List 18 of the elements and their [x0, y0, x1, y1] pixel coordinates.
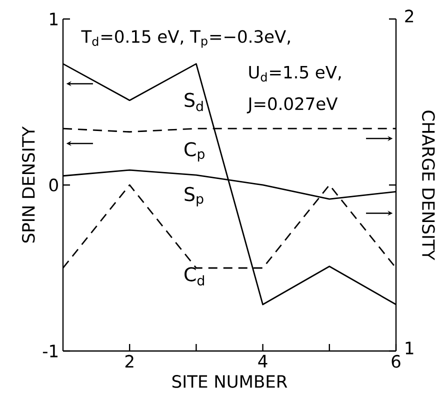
- annotation: U$_{d}$=1.5 eV,: [249, 66, 341, 82]
- series-label: S$_{p}$: [184, 186, 204, 206]
- x-tick-label: 4: [258, 354, 268, 368]
- series-label: C$_{d}$: [184, 267, 204, 286]
- y2-axis-title: CHARGE DENSITY: [422, 110, 435, 260]
- annotation: J=0.027eV: [246, 97, 338, 114]
- series-label: C$_{p}$: [184, 142, 204, 162]
- x-tick-label: 6: [392, 354, 400, 368]
- y-tick-label: 1: [50, 12, 58, 26]
- y-tick-label: 0: [49, 178, 58, 192]
- x-axis-title: SITE NUMBER: [172, 375, 288, 388]
- y-axis-title: SPIN DENSITY: [22, 126, 35, 243]
- x-tick-label: 2: [125, 354, 134, 368]
- y2-tick-label: 1: [406, 342, 414, 354]
- y2-tick-label: 2: [405, 10, 414, 22]
- series-label: S$_{d}$: [184, 92, 203, 112]
- y-tick-label: -1: [42, 344, 58, 358]
- annotation: T$_{d}$=0.15 eV, T$_{p}$=−0.3eV,: [81, 30, 290, 48]
